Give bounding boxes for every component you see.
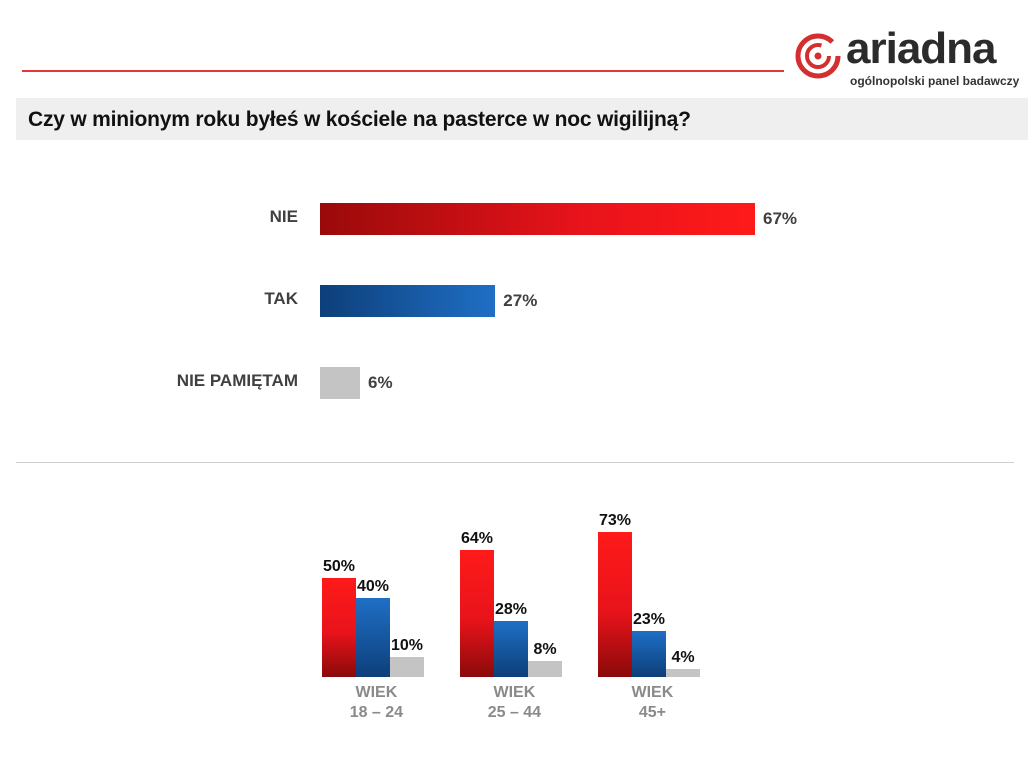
group-label-line1: WIEK — [355, 684, 398, 701]
group-label-line1: WIEK — [631, 684, 674, 701]
group-label-line2: 18 – 24 — [349, 704, 404, 721]
group-label-45plus: WIEK 45+ — [592, 683, 712, 723]
bar-25-44-tak — [494, 621, 528, 677]
bar-tak — [320, 285, 496, 317]
value-label-nie: 67% — [763, 209, 798, 228]
value-label-45plus-nie-pamietam: 4% — [671, 649, 695, 667]
value-label-45plus-nie: 73% — [598, 512, 632, 529]
group-label-18-24: WIEK 18 – 24 — [316, 683, 436, 723]
value-label-tak: 27% — [503, 291, 538, 310]
question-banner: Czy w minionym roku byłeś w kościele na … — [16, 98, 1028, 140]
logo-tagline: ogólnopolski panel badawczy — [850, 74, 1020, 88]
question-text: Czy w minionym roku byłeś w kościele na … — [28, 108, 691, 131]
bar-45plus-nie-pamietam — [666, 669, 700, 677]
logo-brand: ariadna — [846, 24, 997, 73]
ariadna-logo: ariadna ogólnopolski panel badawczy — [794, 24, 1026, 92]
group-label-25-44: WIEK 25 – 44 — [454, 683, 574, 723]
category-label-tak: TAK — [264, 289, 298, 308]
category-label-nie: NIE — [269, 207, 298, 226]
group-label-line2: 25 – 44 — [487, 704, 542, 721]
value-label-nie-pamietam: 6% — [368, 373, 393, 392]
value-label-45plus-tak: 23% — [632, 611, 666, 629]
bar-18-24-tak — [356, 597, 390, 677]
bar-45plus-nie — [598, 532, 632, 677]
header-rule — [22, 70, 784, 72]
value-label-18-24-nie-pamietam: 10% — [390, 637, 424, 655]
ariadna-spiral-icon — [795, 33, 841, 79]
group-label-line1: WIEK — [493, 684, 536, 701]
category-label-nie-pamietam: NIE PAMIĘTAM — [176, 371, 298, 390]
bar-18-24-nie-pamietam — [390, 657, 424, 677]
bar-18-24-nie — [322, 577, 356, 677]
bar-nie — [320, 203, 755, 235]
value-label-25-44-nie: 64% — [460, 529, 494, 547]
bar-nie-pamietam — [320, 367, 360, 399]
section-divider — [16, 462, 1014, 463]
value-label-25-44-tak: 28% — [494, 601, 528, 619]
value-label-25-44-nie-pamietam: 8% — [533, 641, 557, 659]
bar-45plus-tak — [632, 631, 666, 677]
value-label-18-24-tak: 40% — [356, 577, 390, 595]
bar-25-44-nie-pamietam — [528, 661, 562, 677]
group-label-line2: 45+ — [638, 704, 666, 721]
bar-25-44-nie — [460, 549, 494, 677]
value-label-18-24-nie: 50% — [322, 557, 356, 575]
